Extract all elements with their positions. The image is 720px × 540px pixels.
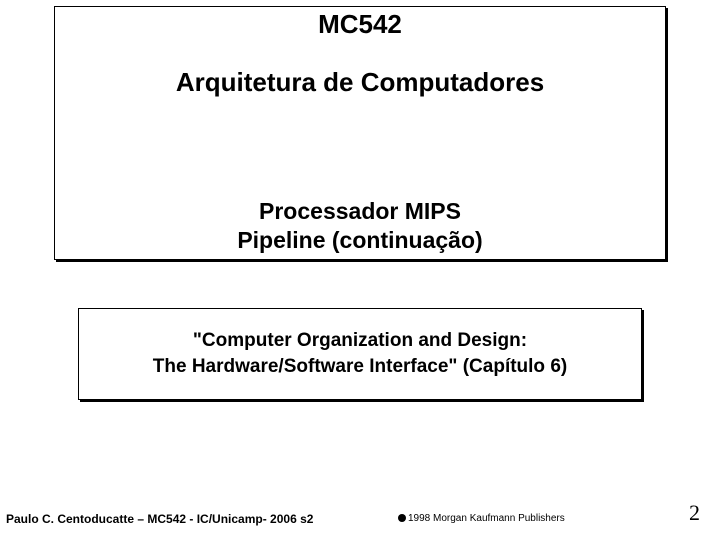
reference-line-1: "Computer Organization and Design: — [193, 330, 527, 351]
topic-block: Processador MIPS Pipeline (continuação) — [55, 197, 665, 255]
reference-line-2: The Hardware/Software Interface" (Capítu… — [153, 356, 567, 377]
topic-line-2: Pipeline (continuação) — [237, 227, 482, 253]
topic-line-1: Processador MIPS — [259, 198, 461, 224]
course-title: Arquitetura de Computadores — [55, 67, 665, 98]
footer-copyright-text: 1998 Morgan Kaufmann Publishers — [408, 513, 565, 524]
title-box: MC542 Arquitetura de Computadores Proces… — [54, 6, 666, 260]
footer-copyright: 1998 Morgan Kaufmann Publishers — [398, 513, 565, 524]
page-number: 2 — [689, 500, 700, 526]
course-code: MC542 — [55, 9, 665, 40]
footer: Paulo C. Centoducatte – MC542 - IC/Unica… — [0, 504, 720, 526]
reference-text: "Computer Organization and Design: The H… — [143, 328, 577, 379]
copyright-icon — [398, 514, 406, 522]
reference-box: "Computer Organization and Design: The H… — [78, 308, 642, 400]
footer-author: Paulo C. Centoducatte – MC542 - IC/Unica… — [6, 512, 313, 526]
